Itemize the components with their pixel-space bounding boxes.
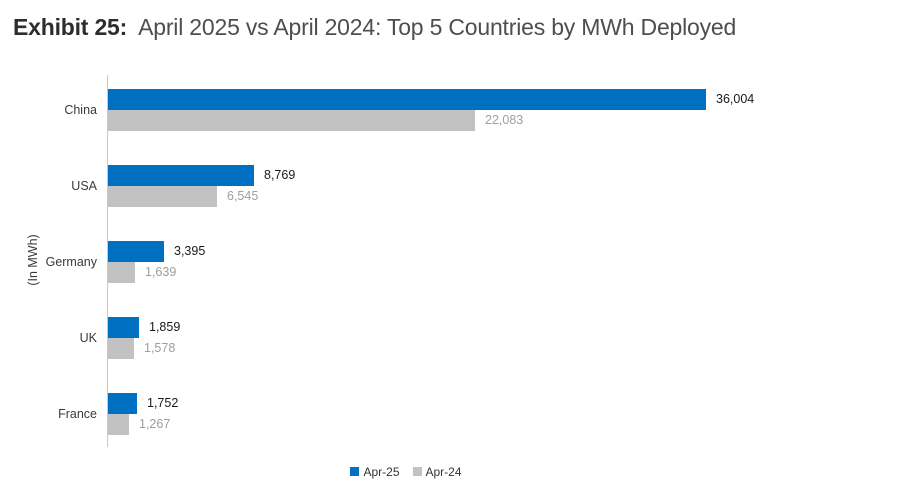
chart-title-text: April 2025 vs April 2024: Top 5 Countrie… bbox=[138, 14, 737, 40]
chart-title: Exhibit 25: April 2025 vs April 2024: Top… bbox=[13, 14, 736, 41]
bar-china-apr-25 bbox=[108, 89, 706, 110]
legend-item-apr-25: Apr-25 bbox=[350, 464, 400, 479]
value-label-uk-apr-24: 1,578 bbox=[144, 341, 176, 355]
bar-group-usa: USA 8,769 6,545 bbox=[0, 165, 899, 207]
value-label-germany-apr-25: 3,395 bbox=[174, 244, 206, 258]
bar-group-uk: UK 1,859 1,578 bbox=[0, 317, 899, 359]
bar-usa-apr-24 bbox=[108, 186, 217, 207]
legend-item-apr-24: Apr-24 bbox=[412, 464, 462, 479]
exhibit-number-label: Exhibit 25: bbox=[13, 14, 128, 40]
value-label-china-apr-24: 22,083 bbox=[485, 113, 524, 127]
category-label-usa: USA bbox=[71, 179, 97, 193]
category-label-germany: Germany bbox=[45, 255, 97, 269]
value-label-uk-apr-25: 1,859 bbox=[149, 320, 181, 334]
bar-germany-apr-25 bbox=[108, 241, 164, 262]
bar-group-germany: Germany 3,395 1,639 bbox=[0, 241, 899, 283]
category-label-china: China bbox=[64, 103, 97, 117]
bar-china-apr-24 bbox=[108, 110, 475, 131]
value-label-germany-apr-24: 1,639 bbox=[145, 265, 177, 279]
bar-germany-apr-24 bbox=[108, 262, 135, 283]
category-label-france: France bbox=[58, 407, 97, 421]
bar-group-france: France 1,752 1,267 bbox=[0, 393, 899, 435]
legend-label: Apr-25 bbox=[363, 464, 400, 479]
legend-swatch-icon bbox=[350, 467, 360, 476]
bar-usa-apr-25 bbox=[108, 165, 254, 186]
legend: Apr-25 Apr-24 bbox=[107, 464, 705, 479]
value-label-usa-apr-24: 6,545 bbox=[227, 189, 259, 203]
value-label-usa-apr-25: 8,769 bbox=[264, 168, 296, 182]
legend-label: Apr-24 bbox=[425, 464, 462, 479]
category-label-uk: UK bbox=[79, 331, 97, 345]
bar-france-apr-25 bbox=[108, 393, 137, 414]
bar-uk-apr-25 bbox=[108, 317, 139, 338]
value-label-france-apr-24: 1,267 bbox=[139, 417, 171, 431]
bar-france-apr-24 bbox=[108, 414, 129, 435]
legend-swatch-icon bbox=[412, 467, 422, 476]
y-axis-line bbox=[107, 75, 108, 447]
bar-uk-apr-24 bbox=[108, 338, 134, 359]
value-label-china-apr-25: 36,004 bbox=[716, 92, 755, 106]
bar-group-china: China 36,004 22,083 bbox=[0, 89, 899, 131]
value-label-france-apr-25: 1,752 bbox=[147, 396, 179, 410]
